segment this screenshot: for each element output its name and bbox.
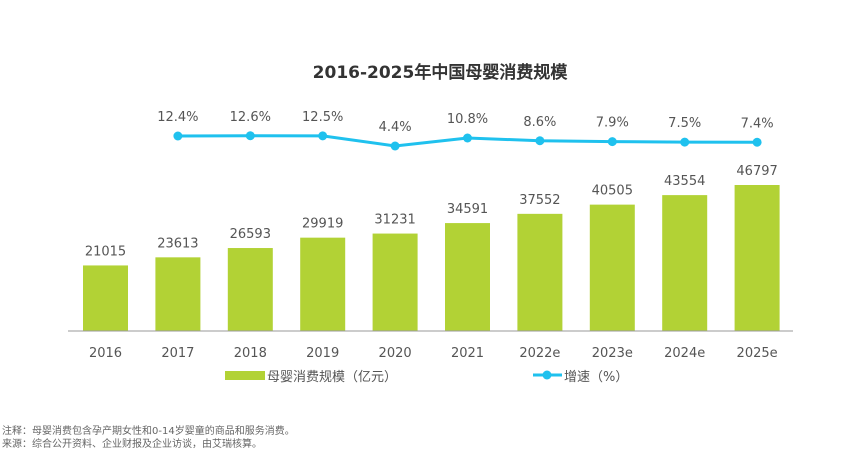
legend-bar-label: 母婴消费规模（亿元） — [267, 370, 397, 385]
line-point — [752, 137, 762, 147]
line-value-label: 12.5% — [302, 110, 343, 125]
x-tick-label: 2021 — [451, 346, 484, 361]
line-point — [318, 131, 328, 141]
line-value-label: 4.4% — [379, 120, 412, 135]
line-value-label: 12.6% — [230, 110, 271, 125]
bar-value-label: 40505 — [592, 184, 633, 199]
legend-bar-swatch — [225, 371, 265, 380]
x-tick-label: 2022e — [519, 346, 560, 361]
bar-value-label: 21015 — [85, 244, 126, 259]
bar-value-label: 29919 — [302, 217, 343, 232]
bar-value-label: 31231 — [374, 213, 415, 228]
x-tick-label: 2025e — [737, 346, 778, 361]
line-point — [535, 136, 545, 146]
bar — [83, 265, 128, 331]
note-text: 注释：母婴消费包含孕产期女性和0-14岁婴童的商品和服务消费。 — [2, 426, 295, 437]
source-text: 来源：综合公开资料、企业财报及企业访谈，由艾瑞核算。 — [2, 439, 262, 450]
line-point — [607, 137, 617, 147]
bar-series: 21015 23613 26593 29919 31231 34591 37552 40505… — [83, 164, 780, 331]
line-value-label: 7.5% — [668, 116, 701, 131]
bar — [445, 223, 490, 331]
bar — [734, 185, 780, 331]
line-series: 12.4% 12.6% 12.5% 4.4% 10.8% 8.6% 7.9% 7.5% 7.4% — [157, 110, 774, 151]
x-tick-label: 2016 — [89, 346, 122, 361]
legend: 母婴消费规模（亿元） 增速（%） — [225, 370, 628, 385]
x-tick-labels: 2016 2017 2018 2019 2020 2021 2022e 2023e 2024e 2… — [89, 346, 778, 361]
footnotes: 注释：母婴消费包含孕产期女性和0-14岁婴童的商品和服务消费。 来源：综合公开资… — [2, 425, 295, 451]
bar-value-label: 23613 — [157, 236, 198, 251]
line-value-label: 7.4% — [741, 116, 774, 131]
bar — [300, 237, 346, 331]
bar — [155, 257, 201, 331]
line-value-label: 12.4% — [157, 110, 198, 125]
line-point — [680, 137, 690, 147]
x-tick-label: 2018 — [234, 346, 267, 361]
legend-line-marker — [542, 370, 552, 380]
x-tick-label: 2024e — [664, 346, 705, 361]
bar-value-label: 26593 — [230, 227, 271, 242]
line-value-label: 10.8% — [447, 112, 488, 127]
bar-value-label: 46797 — [736, 164, 777, 179]
line-value-label: 8.6% — [523, 115, 556, 130]
bar-value-label: 37552 — [519, 193, 560, 208]
x-tick-label: 2019 — [306, 346, 339, 361]
bar — [662, 195, 708, 331]
chart-title: 2016-2025年中国母婴消费规模 — [313, 62, 569, 83]
line-point — [173, 131, 183, 141]
line-point — [390, 141, 400, 151]
bar-value-label: 34591 — [447, 202, 488, 217]
line-point — [245, 131, 255, 141]
line-value-label: 7.9% — [596, 116, 629, 131]
line-point — [463, 133, 472, 143]
x-tick-label: 2023e — [592, 346, 633, 361]
bar — [517, 213, 563, 331]
x-tick-label: 2017 — [161, 346, 194, 361]
bar — [589, 204, 635, 331]
bar — [227, 248, 273, 331]
legend-line-label: 增速（%） — [564, 370, 628, 385]
bar — [372, 233, 418, 331]
bar-value-label: 43554 — [664, 174, 705, 189]
x-tick-label: 2020 — [379, 346, 412, 361]
